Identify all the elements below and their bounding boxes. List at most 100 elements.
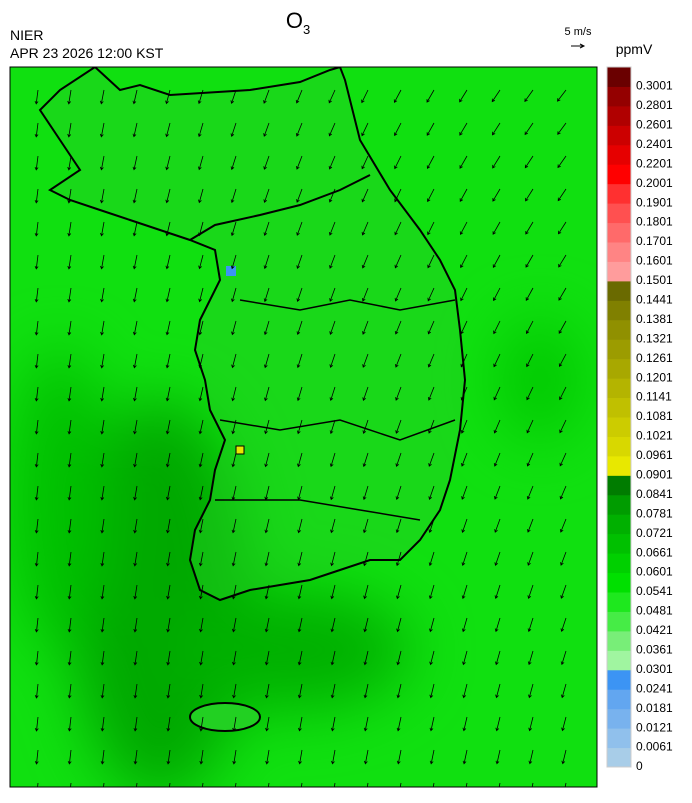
wind-arrow [559, 386, 567, 401]
wind-arrow [329, 419, 336, 435]
colorbar-segment [607, 183, 631, 204]
wind-arrow [34, 584, 39, 600]
wind-arrow [296, 155, 303, 170]
colorbar-segment [607, 319, 631, 340]
wind-arrow [34, 650, 39, 666]
wind-arrow [298, 716, 303, 732]
colorbar-segment [607, 86, 631, 107]
wind-arrow [263, 320, 270, 336]
wind-arrow [296, 419, 303, 435]
colorbar-label: 0 [636, 759, 643, 773]
wind-arrow [199, 584, 204, 600]
colorbar-label: 0.0781 [636, 506, 673, 520]
colorbar-segment [607, 436, 631, 457]
colorbar-label: 0.2801 [636, 98, 673, 112]
wind-arrow [461, 518, 468, 533]
colorbar-segment [607, 105, 631, 126]
wind-arrow [100, 584, 105, 600]
wind-arrow [235, 782, 237, 787]
wind-arrow [198, 386, 204, 402]
hotspot [235, 445, 245, 455]
wind-arrow [67, 551, 72, 567]
wind-arrow [297, 452, 303, 468]
wind-arrow [67, 518, 72, 534]
wind-arrow [100, 551, 105, 567]
wind-arrow [67, 320, 72, 336]
wind-arrow [329, 386, 336, 402]
wind-arrow [361, 89, 369, 104]
colorbar-segment [607, 261, 631, 282]
colorbar-label: 0.0961 [636, 448, 673, 462]
wind-arrow [426, 155, 435, 170]
wind-arrow [34, 287, 39, 303]
wind-arrow [363, 749, 369, 765]
wind-arrow [561, 716, 567, 732]
wind-arrow [427, 320, 435, 335]
colorbar-label: 0.0721 [636, 526, 673, 540]
wind-arrow [199, 683, 204, 699]
wind-arrow [264, 518, 270, 534]
wind-arrow [526, 419, 534, 434]
wind-arrow [460, 419, 468, 434]
wind-arrow [524, 122, 534, 136]
colorbar-label: 0.1701 [636, 234, 673, 248]
wind-arrow [165, 419, 171, 435]
wind-arrow [492, 287, 501, 302]
wind-arrow [330, 683, 336, 699]
colorbar-label: 0.0541 [636, 584, 673, 598]
wind-arrow [133, 683, 138, 699]
wind-arrow [133, 617, 138, 633]
wind-arrow [34, 89, 39, 105]
colorbar-segment [607, 669, 631, 690]
wind-arrow [329, 287, 336, 302]
wind-arrow [498, 782, 501, 787]
wind-arrow [166, 551, 171, 567]
wind-arrow [461, 584, 468, 600]
wind-arrow [132, 254, 138, 270]
wind-arrow [100, 188, 105, 204]
map [10, 67, 597, 787]
wind-arrow [429, 650, 435, 666]
wind-arrow [363, 551, 369, 567]
colorbar-label: 0.0241 [636, 681, 673, 695]
wind-arrow [166, 617, 171, 633]
colorbar-unit: ppmV [616, 41, 653, 57]
wind-arrow [230, 221, 237, 237]
wind-arrow [198, 485, 204, 501]
colorbar-label: 0.1501 [636, 273, 673, 287]
wind-arrow [428, 584, 435, 600]
wind-arrow [460, 353, 468, 368]
wind-arrow [230, 89, 237, 105]
colorbar-label: 0.3001 [636, 79, 673, 93]
colorbar-label: 0.1321 [636, 331, 673, 345]
wind-arrow [133, 716, 138, 732]
wind-arrow [531, 782, 534, 787]
wind-arrow [132, 122, 138, 138]
colorbar-label: 0.1261 [636, 351, 673, 365]
wind-arrow [165, 254, 171, 270]
wind-arrow [295, 89, 303, 104]
wind-arrow [363, 584, 369, 600]
wind-arrow [559, 485, 567, 500]
wind-arrow [231, 353, 237, 369]
wind-arrow [461, 617, 468, 633]
wind-arrow [395, 386, 402, 401]
wind-arrow [560, 617, 567, 633]
wind-arrow [67, 650, 72, 666]
wind-arrow [264, 617, 270, 633]
wind-arrow [528, 716, 534, 732]
colorbar-segment [607, 475, 631, 496]
wind-arrow [133, 518, 138, 534]
colorbar-segment [607, 378, 631, 399]
wind-arrow [526, 386, 534, 401]
wind-arrow [198, 254, 204, 270]
wind-arrow [100, 386, 105, 402]
wind-arrow [230, 254, 237, 270]
wind-arrow [559, 419, 567, 434]
wind-arrow [462, 716, 468, 732]
wind-arrow [199, 749, 204, 765]
wind-arrow [165, 485, 171, 501]
map-frame [9, 66, 598, 788]
shade [10, 350, 110, 650]
wind-arrow [264, 650, 270, 666]
